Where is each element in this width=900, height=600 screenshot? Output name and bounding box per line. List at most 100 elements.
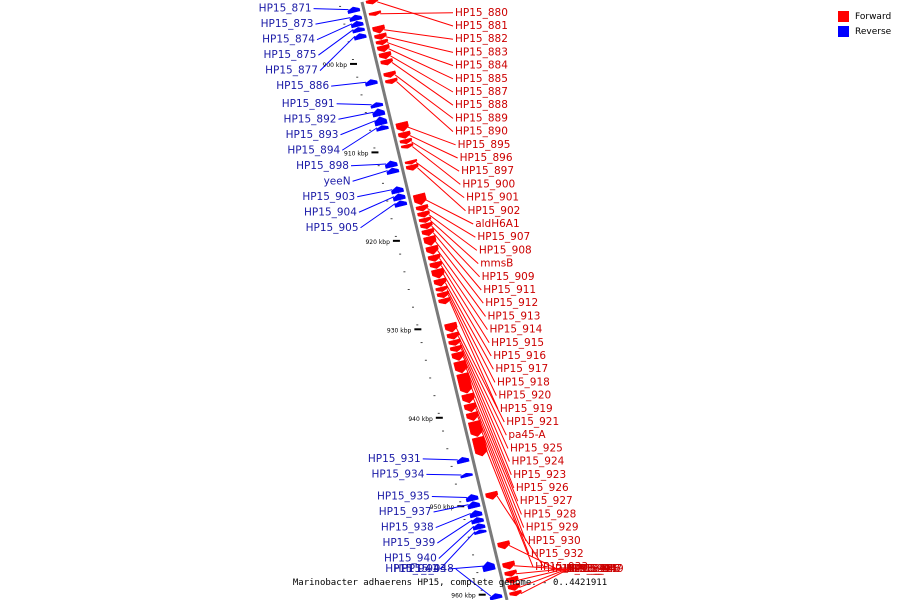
gene-arrow-HP15_940[interactable]	[472, 523, 486, 531]
gene-arrow-HP15_932[interactable]	[467, 419, 483, 437]
gene-label[interactable]: HP15_937	[379, 506, 432, 518]
gene-label[interactable]: HP15_907	[477, 231, 530, 243]
gene-label[interactable]: HP15_873	[261, 18, 314, 30]
gene-label[interactable]: HP15_875	[264, 49, 317, 61]
gene-label[interactable]: HP15_927	[520, 495, 573, 507]
gene-arrow-HP15_948[interactable]	[489, 593, 503, 600]
gene-label[interactable]: HP15_881	[455, 20, 508, 32]
gene-arrow-HP15_905[interactable]	[394, 200, 408, 208]
gene-arrow-HP15_924[interactable]	[449, 344, 463, 352]
gene-label[interactable]: HP15_894	[287, 144, 340, 156]
gene-arrow-HP15_875[interactable]	[352, 27, 366, 34]
gene-arrow-HP15_936[interactable]	[485, 490, 499, 500]
gene-label[interactable]: HP15_912	[485, 297, 538, 309]
gene-arrow-HP15_884[interactable]	[375, 38, 389, 46]
gene-arrow-HP15_918[interactable]	[435, 285, 449, 292]
gene-label[interactable]: HP15_939	[382, 537, 435, 549]
gene-label[interactable]: HP15_908	[479, 244, 532, 256]
gene-arrow-HP15_907[interactable]	[415, 203, 429, 212]
gene-label[interactable]: mmsB	[480, 258, 513, 270]
gene-label[interactable]: HP15_871	[259, 3, 312, 15]
gene-arrow-HP15_916[interactable]	[430, 267, 445, 279]
gene-label[interactable]: HP15_877	[265, 65, 318, 77]
gene-arrow-HP15_896[interactable]	[397, 130, 411, 139]
gene-label[interactable]: HP15_904	[304, 206, 357, 218]
gene-arrow-HP15_937[interactable]	[467, 501, 481, 510]
gene-label[interactable]: HP15_909	[482, 271, 535, 283]
gene-arrow-HP15_941[interactable]	[474, 529, 487, 536]
gene-label[interactable]: HP15_945	[566, 563, 619, 575]
gene-label[interactable]: HP15_887	[455, 86, 508, 98]
gene-label[interactable]: HP15_901	[466, 192, 519, 204]
gene-label[interactable]: HP15_931	[368, 453, 421, 465]
gene-arrow-HP15_877[interactable]	[353, 33, 367, 41]
gene-arrow-HP15_894[interactable]	[376, 125, 389, 132]
gene-arrow-HP15_939[interactable]	[471, 517, 485, 525]
gene-label[interactable]: HP15_925	[510, 442, 563, 454]
gene-arrow-HP15_946[interactable]	[505, 575, 519, 584]
gene-label[interactable]: HP15_924	[511, 456, 564, 468]
gene-label[interactable]: HP15_929	[526, 522, 579, 534]
gene-arrow-HP15_938[interactable]	[469, 510, 483, 519]
gene-arrow-HP15_949[interactable]	[509, 589, 522, 597]
gene-label[interactable]: HP15_943	[394, 563, 447, 575]
gene-label[interactable]: HP15_942	[559, 563, 612, 575]
gene-arrow-HP15_908[interactable]	[417, 210, 430, 218]
gene-arrow-HP15_927[interactable]	[456, 372, 473, 394]
gene-label[interactable]: HP15_897	[461, 165, 514, 177]
gene-arrow-HP15_895[interactable]	[395, 120, 409, 132]
gene-arrow-HP15_934[interactable]	[460, 472, 474, 479]
gene-arrow-HP15_945[interactable]	[504, 569, 518, 577]
gene-arrow-HP15_926[interactable]	[453, 359, 468, 374]
gene-arrow-HP15_911[interactable]	[421, 227, 435, 237]
gene-arrow-HP15_917[interactable]	[433, 277, 447, 287]
gene-label[interactable]: HP15_874	[262, 34, 315, 46]
gene-label[interactable]: yeeN	[324, 175, 351, 187]
gene-arrow-pa45-A[interactable]	[446, 331, 460, 340]
gene-arrow-HP15_889[interactable]	[383, 70, 397, 78]
gene-label[interactable]: HP15_893	[286, 129, 339, 141]
gene-arrow-HP15_919[interactable]	[438, 296, 451, 305]
gene-arrow-HP15_886[interactable]	[365, 79, 378, 87]
gene-label[interactable]: HP15_935	[377, 491, 430, 503]
gene-arrow-HP15_920[interactable]	[436, 290, 450, 299]
gene-label[interactable]: HP15_890	[455, 126, 508, 138]
gene-arrow-HP15_915[interactable]	[429, 260, 443, 269]
gene-label[interactable]: HP15_916	[493, 350, 546, 362]
gene-arrow-HP15_914[interactable]	[427, 253, 441, 262]
gene-label[interactable]: HP15_882	[455, 33, 508, 45]
gene-arrow-HP15_882[interactable]	[371, 24, 386, 34]
gene-arrow-mmsB[interactable]	[418, 216, 432, 223]
gene-arrow-HP15_893[interactable]	[374, 116, 388, 127]
gene-arrow-HP15_904[interactable]	[392, 193, 406, 202]
gene-arrow-HP15_892[interactable]	[372, 108, 386, 118]
gene-label[interactable]: HP15_888	[455, 99, 508, 111]
gene-arrow-HP15_903[interactable]	[391, 186, 405, 195]
gene-label[interactable]: HP15_905	[306, 222, 359, 234]
gene-label[interactable]: HP15_919	[500, 403, 553, 415]
gene-label[interactable]: HP15_946	[568, 563, 621, 575]
gene-arrow-HP15_913[interactable]	[425, 244, 439, 255]
gene-label[interactable]: HP15_926	[516, 482, 569, 494]
gene-label[interactable]: HP15_913	[488, 310, 541, 322]
gene-label[interactable]: HP15_892	[284, 113, 337, 125]
gene-label[interactable]: HP15_880	[455, 7, 508, 19]
gene-arrow-HP15_930[interactable]	[465, 410, 479, 421]
gene-arrow-HP15_887[interactable]	[378, 50, 392, 60]
gene-label[interactable]: HP15_921	[506, 416, 559, 428]
gene-label[interactable]: HP15_914	[489, 324, 542, 336]
gene-arrow-HP15_891[interactable]	[370, 102, 384, 109]
gene-label[interactable]: HP15_885	[455, 73, 508, 85]
gene-label[interactable]: HP15_944	[564, 563, 617, 575]
gene-label[interactable]: HP15_934	[372, 468, 425, 480]
gene-label[interactable]: HP15_947	[569, 563, 622, 575]
gene-label[interactable]: HP15_886	[276, 80, 329, 92]
gene-label[interactable]: HP15_917	[495, 363, 548, 375]
gene-label[interactable]: HP15_920	[498, 390, 551, 402]
gene-label[interactable]: HP15_902	[467, 205, 520, 217]
gene-label[interactable]: HP15_930	[528, 535, 581, 547]
gene-arrow-HP15_901[interactable]	[404, 158, 418, 165]
gene-arrow-HP15_902[interactable]	[405, 163, 419, 171]
gene-arrow-HP15_873[interactable]	[349, 14, 363, 23]
gene-arrow-HP15_881[interactable]	[365, 0, 379, 5]
